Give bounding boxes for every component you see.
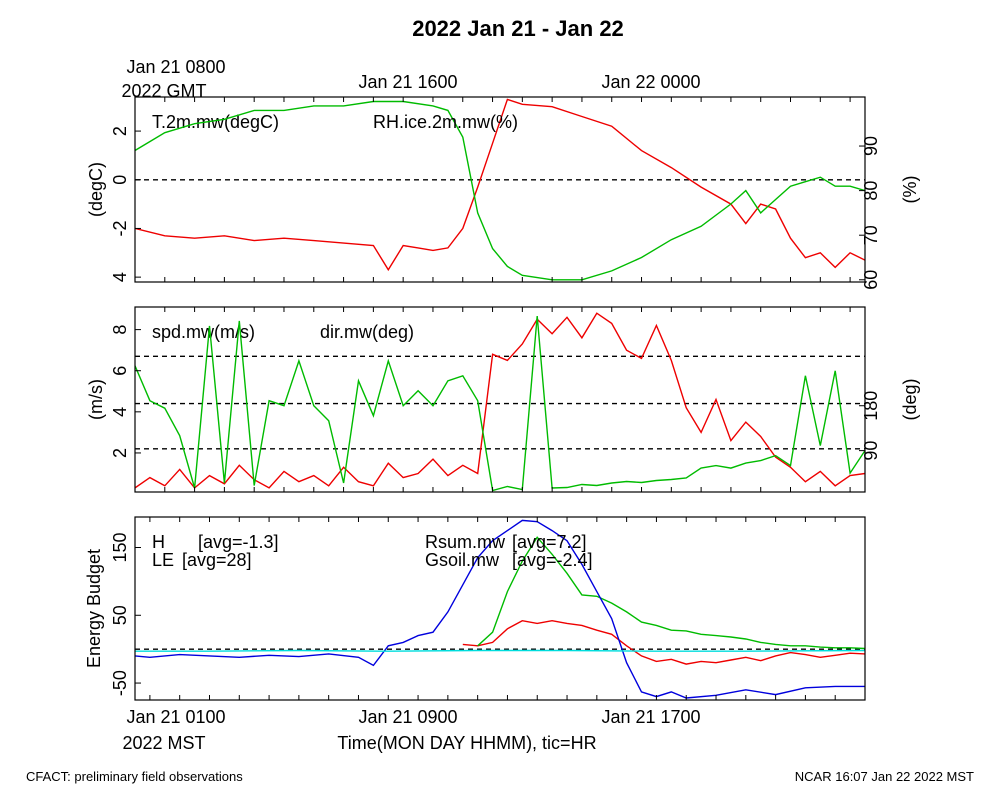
wind-panel: spd.mw(m/s) dir.mw(deg) 2 4 6 8 90 180 (m/s) (deg… <box>86 306 920 493</box>
panel-frame <box>134 96 866 283</box>
y-tick-label-left: 0 <box>110 175 130 185</box>
legend-dir-mw-deg: dir.mw(deg) <box>320 322 414 342</box>
energy-budget-panel: H [avg=-1.3] LE [avg=28] Rsum.mw [avg=7.2] Gso… <box>84 516 866 701</box>
y-tick-label-right: 90 <box>861 441 881 461</box>
legend-rsum-mw: Rsum.mw <box>425 532 506 552</box>
y-axis-label-right: (%) <box>900 176 920 204</box>
legend-t-2m-mw-degc: T.2m.mw(degC) <box>152 112 279 132</box>
chart-title: 2022 Jan 21 - Jan 22 <box>412 16 624 41</box>
legend-rh-ice-2m-mw: RH.ice.2m.mw(%) <box>373 112 518 132</box>
y-axis-label-left: (m/s) <box>86 379 106 420</box>
series-line-gsoil-mw <box>135 649 865 652</box>
mst-label: 2022 MST <box>122 733 205 753</box>
legend-gsoil-mw: Gsoil.mw <box>425 550 500 570</box>
series-line-t-2m-mw-degc <box>135 98 865 272</box>
series-line-h <box>462 619 865 665</box>
series-line-dir-mw-deg <box>135 315 865 492</box>
y-tick-label-right: 180 <box>861 391 881 421</box>
y-tick-label-left: -2 <box>110 220 130 236</box>
y-tick-label-left: 150 <box>110 532 130 562</box>
bottom-time-label-1700: Jan 21 1700 <box>601 707 700 727</box>
y-tick-label-right: 60 <box>861 270 881 290</box>
bottom-time-label-0100: Jan 21 0100 <box>126 707 225 727</box>
y-tick-label-left: 2 <box>110 448 130 458</box>
series-line-spd-mw-m-s <box>135 312 865 489</box>
panel-frame <box>134 516 866 701</box>
y-tick-label-left: -50 <box>110 670 130 696</box>
series-line-le <box>477 536 865 650</box>
temperature-humidity-panel: T.2m.mw(degC) RH.ice.2m.mw(%) 4 -2 0 2 60 70 80 9… <box>86 96 920 290</box>
series-line-rh-ice-2m-mw <box>135 100 865 281</box>
y-tick-label-left: 2 <box>110 126 130 136</box>
bottom-time-label-0900: Jan 21 0900 <box>358 707 457 727</box>
y-tick-label-left: 4 <box>110 272 130 282</box>
gmt-label-line1: Jan 21 0800 <box>126 57 225 77</box>
panel-frame <box>134 306 866 493</box>
y-tick-label-right: 90 <box>861 136 881 156</box>
legend-spd-mw-m-s: spd.mw(m/s) <box>152 322 255 342</box>
legend-h: H <box>152 532 165 552</box>
legend-avg-h: [avg=-1.3] <box>198 532 279 552</box>
y-axis-label-left: Energy Budget <box>84 549 104 668</box>
legend-avg-le: [avg=28] <box>182 550 252 570</box>
footer-right: NCAR 16:07 Jan 22 2022 MST <box>795 769 974 784</box>
y-axis-label-right: (deg) <box>900 378 920 420</box>
legend-le: LE <box>152 550 174 570</box>
y-tick-label-right: 80 <box>861 181 881 201</box>
y-axis-label-left: (degC) <box>86 162 106 217</box>
top-time-label-0000: Jan 22 0000 <box>601 72 700 92</box>
y-tick-label-left: 8 <box>110 325 130 335</box>
footer-left: CFACT: preliminary field observations <box>26 769 243 784</box>
legend-avg-rsum-mw: [avg=7.2] <box>512 532 587 552</box>
y-tick-label-left: 4 <box>110 407 130 417</box>
top-time-label-1600: Jan 21 1600 <box>358 72 457 92</box>
gmt-label-line2: 2022 GMT <box>121 81 206 101</box>
legend-avg-gsoil-mw: [avg=-2.4] <box>512 550 593 570</box>
y-tick-label-left: 50 <box>110 605 130 625</box>
x-axis-label: Time(MON DAY HHMM), tic=HR <box>337 733 596 753</box>
y-tick-label-right: 70 <box>861 225 881 245</box>
y-tick-label-left: 6 <box>110 366 130 376</box>
